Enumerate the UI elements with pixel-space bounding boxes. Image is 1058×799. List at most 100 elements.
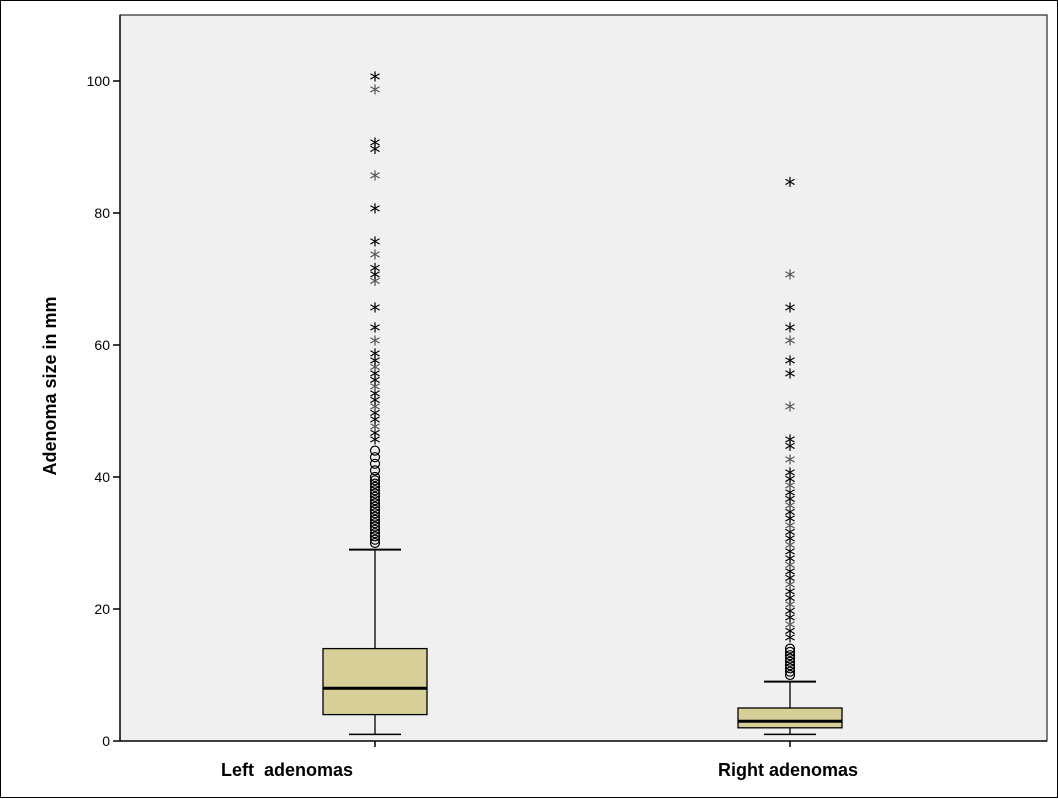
- boxes-layer: [322, 548, 843, 736]
- outlier-star: *: [785, 531, 796, 556]
- plot-area: [119, 14, 1048, 742]
- outlier-circle: [369, 504, 381, 516]
- outlier-star: *: [785, 498, 796, 523]
- outlier-circle: [369, 521, 381, 532]
- y-tick-label: 40: [94, 469, 110, 485]
- outlier-star: *: [785, 623, 796, 648]
- outlier-star: *: [785, 630, 796, 655]
- outlier-star: *: [785, 505, 796, 530]
- outlier-star: *: [785, 551, 796, 576]
- outlier-circle: [369, 485, 381, 496]
- outlier-circle: [369, 495, 381, 506]
- iqr-box: [737, 707, 843, 729]
- outlier-circle: [784, 663, 796, 674]
- outlier-star: *: [370, 69, 381, 94]
- outlier-circle: [369, 518, 381, 529]
- outlier-star: *: [370, 412, 381, 437]
- outlier-circle: [369, 458, 381, 469]
- outlier-circle: [369, 478, 381, 489]
- outlier-star: *: [785, 452, 796, 477]
- outlier-circle: [369, 498, 381, 509]
- outlier-star: *: [370, 274, 381, 299]
- outlier-star: *: [785, 333, 796, 358]
- outlier-star: *: [785, 320, 796, 345]
- outlier-star: *: [370, 135, 381, 160]
- outlier-circle: [784, 669, 796, 681]
- outlier-star: *: [370, 359, 381, 384]
- outlier-star: *: [785, 485, 796, 510]
- outlier-star: *: [785, 524, 796, 549]
- outlier-circle: [369, 488, 381, 499]
- y-tick-label: 20: [94, 601, 110, 617]
- outlier-star: *: [785, 175, 796, 200]
- outlier-circle: [784, 650, 796, 661]
- outlier-circle: [369, 481, 381, 492]
- outlier-star: *: [785, 564, 796, 589]
- outlier-circle: [369, 445, 381, 456]
- outlier-star: *: [785, 577, 796, 602]
- outlier-circle: [369, 508, 381, 519]
- outlier-star: *: [370, 142, 381, 167]
- y-tick-label: 60: [94, 337, 110, 353]
- outlier-circle: [784, 653, 796, 664]
- outlier-star: *: [370, 419, 381, 444]
- outlier-star: *: [370, 386, 381, 411]
- outlier-star: *: [785, 491, 796, 516]
- outlier-circle: [369, 471, 381, 483]
- iqr-box: [322, 647, 428, 716]
- outliers-layer: ****************************************…: [369, 69, 796, 681]
- outlier-star: *: [370, 267, 381, 292]
- outlier-star: *: [370, 333, 381, 358]
- outlier-star: *: [370, 201, 381, 226]
- y-tick-label: 80: [94, 205, 110, 221]
- outlier-circle: [369, 534, 381, 545]
- outlier-star: *: [370, 82, 381, 107]
- axes: 0 20 40 60 80 100 Left adenomas Right adenomas: [87, 15, 1047, 780]
- outlier-star: *: [785, 538, 796, 563]
- outlier-star: *: [370, 260, 381, 285]
- outlier-star: *: [370, 346, 381, 371]
- outlier-circle: [369, 465, 381, 476]
- y-axis-title: Adenoma size in mm: [40, 296, 60, 475]
- outlier-star: *: [370, 234, 381, 259]
- outlier-star: *: [785, 465, 796, 490]
- outlier-star: *: [370, 432, 381, 457]
- outlier-star: *: [785, 472, 796, 497]
- outlier-star: *: [785, 439, 796, 464]
- outlier-star: *: [785, 478, 796, 503]
- outlier-star: *: [785, 518, 796, 543]
- outlier-star: *: [370, 379, 381, 404]
- outlier-star: *: [785, 610, 796, 635]
- outlier-circle: [369, 524, 381, 535]
- outlier-circle: [369, 452, 381, 463]
- y-tick-label: 100: [87, 73, 111, 89]
- outlier-star: *: [785, 432, 796, 457]
- outlier-star: *: [370, 373, 381, 398]
- outlier-star: *: [370, 320, 381, 345]
- outlier-star: *: [785, 571, 796, 596]
- outlier-star: *: [370, 247, 381, 272]
- outlier-circle: [784, 646, 796, 658]
- outlier-star: *: [370, 353, 381, 378]
- outlier-star: *: [785, 617, 796, 642]
- outlier-star: *: [785, 557, 796, 582]
- outlier-star: *: [785, 353, 796, 378]
- x-category-label: Left adenomas: [221, 760, 353, 780]
- y-tick-label: 0: [102, 733, 110, 749]
- outlier-star: *: [370, 366, 381, 391]
- outlier-star: *: [785, 267, 796, 292]
- outlier-circle: [369, 537, 381, 549]
- outlier-star: *: [370, 406, 381, 431]
- outlier-circle: [784, 659, 796, 671]
- outlier-circle: [369, 511, 381, 522]
- outlier-circle: [369, 475, 381, 486]
- outlier-star: *: [370, 300, 381, 325]
- outlier-star: *: [785, 300, 796, 325]
- outlier-star: *: [785, 366, 796, 391]
- outlier-star: *: [785, 604, 796, 629]
- outlier-star: *: [785, 597, 796, 622]
- outlier-star: *: [785, 399, 796, 424]
- outlier-star: *: [370, 399, 381, 424]
